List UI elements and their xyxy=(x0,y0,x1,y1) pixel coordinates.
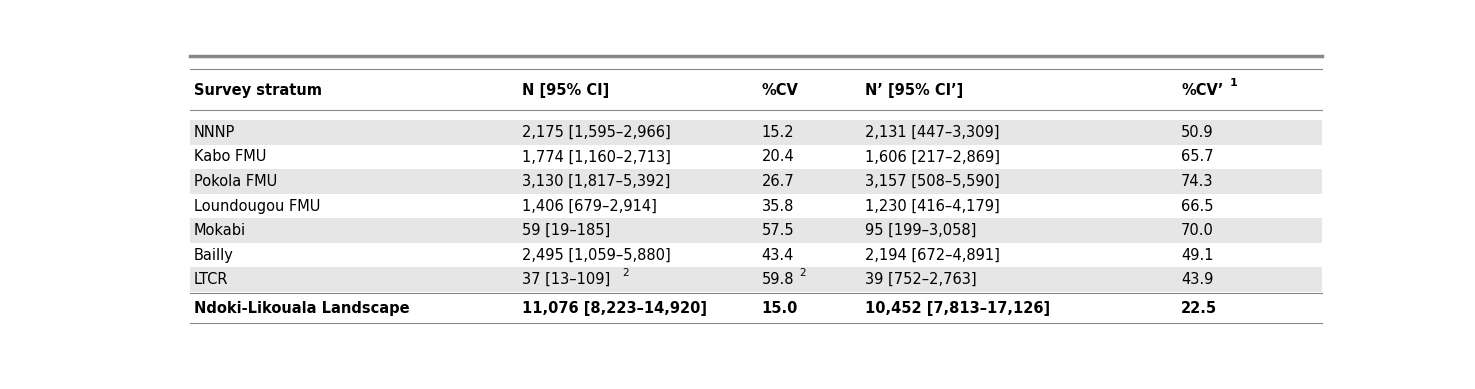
Text: 2: 2 xyxy=(799,268,805,278)
Text: Kabo FMU: Kabo FMU xyxy=(193,149,266,165)
Text: 22.5: 22.5 xyxy=(1181,301,1217,316)
Text: %CV’: %CV’ xyxy=(1181,82,1224,98)
Text: Mokabi: Mokabi xyxy=(193,223,246,238)
Text: LTCR: LTCR xyxy=(193,272,229,287)
Text: 2: 2 xyxy=(622,268,628,278)
Text: 70.0: 70.0 xyxy=(1181,223,1214,238)
Text: 50.9: 50.9 xyxy=(1181,125,1214,140)
Text: 1,230 [416–4,179]: 1,230 [416–4,179] xyxy=(864,198,999,214)
Text: 74.3: 74.3 xyxy=(1181,174,1214,189)
Text: 20.4: 20.4 xyxy=(761,149,795,165)
Text: 39 [752–2,763]: 39 [752–2,763] xyxy=(864,272,976,287)
Text: 57.5: 57.5 xyxy=(761,223,794,238)
Text: Survey stratum: Survey stratum xyxy=(193,82,322,98)
Text: 15.2: 15.2 xyxy=(761,125,794,140)
Text: 2,495 [1,059–5,880]: 2,495 [1,059–5,880] xyxy=(522,248,670,263)
Text: Pokola FMU: Pokola FMU xyxy=(193,174,277,189)
Text: 65.7: 65.7 xyxy=(1181,149,1214,165)
Bar xyxy=(190,120,1322,145)
Text: 59.8: 59.8 xyxy=(761,272,794,287)
Text: 1,406 [679–2,914]: 1,406 [679–2,914] xyxy=(522,198,656,214)
Text: 26.7: 26.7 xyxy=(761,174,795,189)
Text: Bailly: Bailly xyxy=(193,248,233,263)
Text: 59 [19–185]: 59 [19–185] xyxy=(522,223,609,238)
Text: 95 [199–3,058]: 95 [199–3,058] xyxy=(864,223,976,238)
Text: 1,606 [217–2,869]: 1,606 [217–2,869] xyxy=(864,149,1000,165)
Text: 35.8: 35.8 xyxy=(761,198,794,214)
Bar xyxy=(190,267,1322,292)
Text: NNNP: NNNP xyxy=(193,125,235,140)
Text: %CV: %CV xyxy=(761,82,798,98)
Bar xyxy=(190,218,1322,243)
Text: 11,076 [8,223–14,920]: 11,076 [8,223–14,920] xyxy=(522,301,707,316)
Text: 43.9: 43.9 xyxy=(1181,272,1214,287)
Text: 3,130 [1,817–5,392]: 3,130 [1,817–5,392] xyxy=(522,174,670,189)
Text: 10,452 [7,813–17,126]: 10,452 [7,813–17,126] xyxy=(864,301,1050,316)
Text: N’ [95% CI’]: N’ [95% CI’] xyxy=(864,82,963,98)
Text: 2,194 [672–4,891]: 2,194 [672–4,891] xyxy=(864,248,1000,263)
Text: 2,175 [1,595–2,966]: 2,175 [1,595–2,966] xyxy=(522,125,670,140)
Text: Loundougou FMU: Loundougou FMU xyxy=(193,198,320,214)
Text: 49.1: 49.1 xyxy=(1181,248,1214,263)
Text: 2,131 [447–3,309]: 2,131 [447–3,309] xyxy=(864,125,999,140)
Bar xyxy=(190,169,1322,194)
Text: 1,774 [1,160–2,713]: 1,774 [1,160–2,713] xyxy=(522,149,671,165)
Text: 3,157 [508–5,590]: 3,157 [508–5,590] xyxy=(864,174,999,189)
Text: 43.4: 43.4 xyxy=(761,248,794,263)
Text: Ndoki-Likouala Landscape: Ndoki-Likouala Landscape xyxy=(193,301,409,316)
Text: 15.0: 15.0 xyxy=(761,301,798,316)
Text: 1: 1 xyxy=(1229,78,1238,88)
Text: 66.5: 66.5 xyxy=(1181,198,1214,214)
Text: 37 [13–109]: 37 [13–109] xyxy=(522,272,609,287)
Text: N [95% CI]: N [95% CI] xyxy=(522,82,609,98)
